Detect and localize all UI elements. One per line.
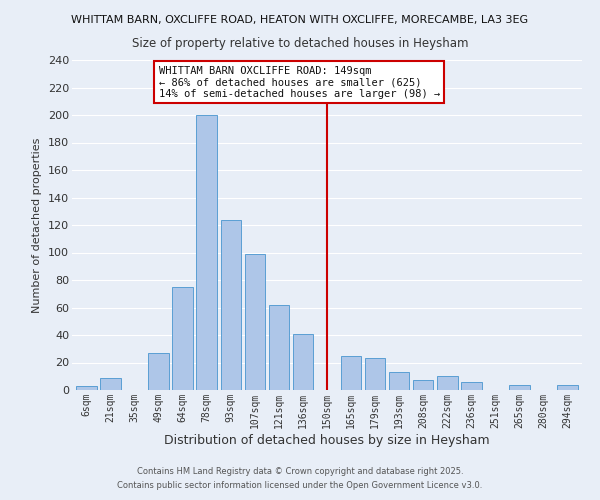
Text: Size of property relative to detached houses in Heysham: Size of property relative to detached ho…: [132, 38, 468, 51]
Bar: [148, 353, 169, 390]
Bar: [100, 378, 121, 390]
X-axis label: Distribution of detached houses by size in Heysham: Distribution of detached houses by size …: [164, 434, 490, 446]
Bar: [365, 358, 385, 390]
Text: Contains HM Land Registry data © Crown copyright and database right 2025.: Contains HM Land Registry data © Crown c…: [137, 467, 463, 476]
Bar: [461, 382, 482, 390]
Bar: [341, 356, 361, 390]
Bar: [269, 304, 289, 390]
Bar: [76, 386, 97, 390]
Y-axis label: Number of detached properties: Number of detached properties: [32, 138, 43, 312]
Text: WHITTAM BARN, OXCLIFFE ROAD, HEATON WITH OXCLIFFE, MORECAMBE, LA3 3EG: WHITTAM BARN, OXCLIFFE ROAD, HEATON WITH…: [71, 15, 529, 25]
Bar: [509, 384, 530, 390]
Bar: [293, 334, 313, 390]
Bar: [437, 376, 458, 390]
Bar: [196, 115, 217, 390]
Bar: [245, 254, 265, 390]
Bar: [221, 220, 241, 390]
Bar: [389, 372, 409, 390]
Bar: [172, 287, 193, 390]
Bar: [413, 380, 433, 390]
Text: WHITTAM BARN OXCLIFFE ROAD: 149sqm
← 86% of detached houses are smaller (625)
14: WHITTAM BARN OXCLIFFE ROAD: 149sqm ← 86%…: [158, 66, 440, 98]
Bar: [557, 384, 578, 390]
Text: Contains public sector information licensed under the Open Government Licence v3: Contains public sector information licen…: [118, 481, 482, 490]
